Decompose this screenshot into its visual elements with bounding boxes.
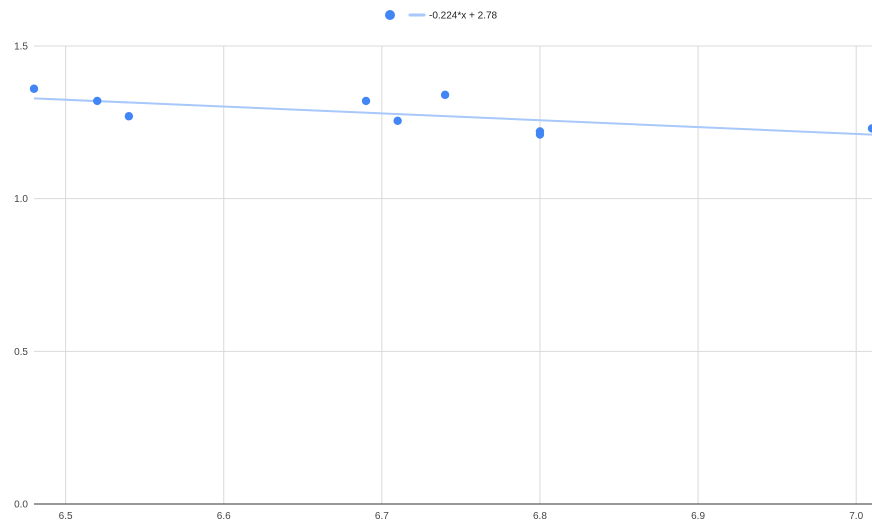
data-point [535, 130, 545, 139]
y-tick-label: 1.0 [14, 194, 28, 205]
legend: -0.224*x + 2.78 [385, 10, 498, 22]
grid-lines [34, 45, 872, 505]
x-tick-label: 6.6 [217, 511, 231, 522]
data-point [440, 90, 450, 100]
legend-series-marker [385, 10, 395, 20]
x-tick-label: 6.9 [691, 511, 705, 522]
y-tick-label: 1.5 [14, 42, 28, 53]
trendline [33, 97, 872, 136]
data-point [29, 84, 39, 93]
data-point [93, 96, 102, 106]
x-tick-label: 6.7 [375, 511, 389, 522]
y-tick-label: 0.0 [14, 500, 28, 511]
data-point [393, 116, 402, 126]
x-axis-ticks: 6.5 6.6 6.7 6.8 6.9 7.0 [59, 511, 864, 522]
data-point [867, 124, 872, 133]
data-point [361, 96, 371, 106]
x-tick-label: 7.0 [849, 511, 863, 522]
data-point [124, 112, 134, 121]
trendline-layer [33, 97, 872, 136]
x-tick-label: 6.8 [533, 511, 547, 522]
x-tick-label: 6.5 [59, 511, 73, 522]
data-points [29, 84, 872, 139]
legend-trendline-label: -0.224*x + 2.78 [429, 11, 498, 22]
y-tick-label: 0.5 [14, 347, 28, 358]
y-axis-ticks: 0.0 0.5 1.0 1.5 [14, 42, 28, 511]
